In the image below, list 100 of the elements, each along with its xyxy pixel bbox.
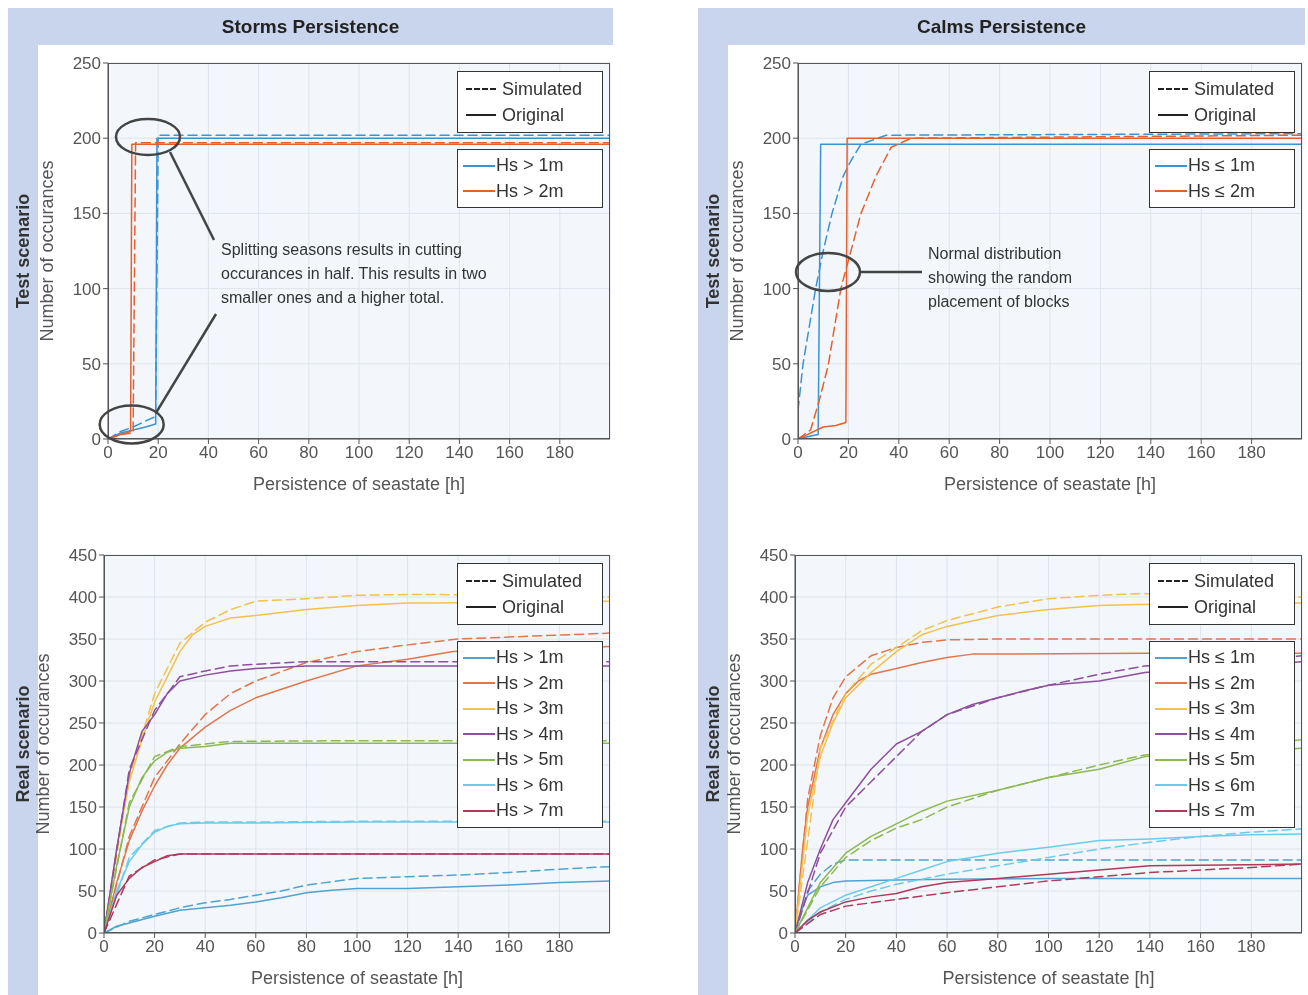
y-tick-label: 100 (68, 840, 97, 860)
y-tick-label: 100 (762, 279, 791, 299)
y-tick-label: 300 (759, 672, 788, 692)
y-tick-label: 400 (759, 588, 788, 608)
annotation: Original (1194, 596, 1257, 618)
x-tick-label: 180 (1237, 937, 1266, 957)
y-axis-title: Number of occurances (724, 653, 745, 835)
y-tick-label: 250 (759, 714, 788, 734)
x-tick-label: 180 (545, 937, 574, 957)
y-tick-label: 350 (759, 630, 788, 650)
x-tick-label: 100 (342, 937, 372, 957)
x-tick-label: 120 (395, 443, 424, 463)
annotation: Simulated (1194, 570, 1275, 592)
x-tick-label: 20 (836, 937, 856, 957)
x-tick-label: 120 (1085, 937, 1114, 957)
y-tick-label: 0 (781, 430, 791, 450)
legend-label: Hs > 1m (496, 647, 564, 669)
x-tick-label: 120 (1086, 443, 1115, 463)
x-tick-label: 20 (145, 937, 165, 957)
y-tick-label: 250 (72, 54, 101, 74)
y-axis-title: Number of occurances (727, 160, 748, 342)
text: Test scenario (13, 193, 33, 309)
y-axis-title: Number of occurances (33, 653, 54, 835)
x-axis-title: Persistence of seastate [h] (943, 474, 1157, 494)
y-tick-label: 200 (72, 129, 101, 149)
style-key: Simulated Original (1149, 563, 1295, 625)
y-tick-label: 300 (68, 672, 97, 692)
y-tick-label: 200 (68, 756, 97, 776)
y-tick-label: 400 (68, 588, 97, 608)
y-tick-label: 150 (759, 798, 788, 818)
annotation: Simulated (502, 570, 583, 592)
legend-label: Hs ≤ 6m (1188, 774, 1255, 796)
x-tick-label: 140 (445, 443, 474, 463)
x-tick-label: 180 (1237, 443, 1266, 463)
y-tick-label: 100 (759, 840, 788, 860)
annotation: Original (502, 104, 565, 126)
legend-label: Hs > 5m (496, 749, 564, 771)
y-axis-title: Number of occurances (37, 160, 58, 342)
x-tick-label: 80 (299, 443, 319, 463)
x-tick-label: 100 (1035, 443, 1065, 463)
legend-label: Hs ≤ 1m (1188, 155, 1255, 177)
legend-label: Hs > 7m (496, 800, 564, 822)
x-tick-label: 180 (545, 443, 574, 463)
legend-label: Hs ≤ 1m (1188, 647, 1255, 669)
legend-label: Hs > 2m (496, 180, 564, 202)
y-tick-label: 0 (91, 430, 101, 450)
x-tick-label: 80 (296, 937, 316, 957)
y-tick-label: 0 (778, 924, 788, 944)
x-tick-label: 60 (249, 443, 269, 463)
legend-label: Hs > 3m (496, 698, 564, 720)
y-tick-label: 0 (87, 924, 97, 944)
x-tick-label: 100 (1034, 937, 1063, 957)
x-tick-label: 140 (444, 937, 473, 957)
legend-label: Hs > 6m (496, 774, 564, 796)
text: Test scenario (703, 193, 723, 309)
x-tick-label: 40 (886, 937, 906, 957)
x-tick-label: 20 (148, 443, 168, 463)
x-tick-label: 40 (195, 937, 215, 957)
y-tick-label: 50 (772, 354, 791, 374)
x-tick-label: 120 (393, 937, 422, 957)
legend-label: Hs ≤ 7m (1188, 800, 1255, 822)
x-tick-label: 160 (494, 937, 523, 957)
legend-label: Hs ≤ 4m (1188, 723, 1255, 745)
y-tick-label: 250 (68, 714, 97, 734)
annotation: Simulated (502, 78, 583, 100)
annotation: Splitting seasons results in cutting occurances in half. This results in two smaller ones and a higher total. (221, 240, 488, 308)
x-tick-label: 20 (838, 443, 858, 463)
chart-title: Storms Persistence (8, 8, 613, 45)
text: Real scenario (13, 685, 33, 803)
x-tick-label: 40 (198, 443, 218, 463)
style-key: Simulated Original (457, 563, 603, 625)
annotation: Original (502, 596, 565, 618)
y-tick-label: 50 (78, 882, 97, 902)
x-axis-title: Persistence of seastate [h] (250, 968, 464, 988)
y-tick-label: 450 (759, 546, 788, 566)
x-tick-label: 60 (939, 443, 959, 463)
x-tick-label: 100 (344, 443, 374, 463)
y-tick-label: 350 (68, 630, 97, 650)
x-axis-title: Persistence of seastate [h] (942, 968, 1155, 988)
legend-label: Hs ≤ 3m (1188, 698, 1255, 720)
chart-title: Calms Persistence (698, 8, 1305, 45)
text: Real scenario (703, 685, 723, 803)
y-tick-label: 50 (769, 882, 788, 902)
annotation: Original (1194, 104, 1257, 126)
x-tick-label: 140 (1136, 443, 1165, 463)
x-axis-title: Persistence of seastate [h] (252, 474, 466, 494)
x-tick-label: 40 (889, 443, 909, 463)
x-tick-label: 160 (495, 443, 524, 463)
legend-label: Hs ≤ 2m (1188, 672, 1255, 694)
x-tick-label: 160 (1187, 443, 1216, 463)
legend-label: Hs ≤ 5m (1188, 749, 1255, 771)
x-tick-label: 60 (246, 937, 266, 957)
style-key: Simulated Original (457, 71, 603, 133)
y-tick-label: 450 (68, 546, 97, 566)
x-tick-label: 80 (990, 443, 1010, 463)
x-tick-label: 160 (1186, 937, 1215, 957)
y-tick-label: 200 (762, 129, 791, 149)
x-tick-label: 80 (988, 937, 1008, 957)
annotation: Simulated (1194, 78, 1275, 100)
y-tick-label: 250 (762, 54, 791, 74)
